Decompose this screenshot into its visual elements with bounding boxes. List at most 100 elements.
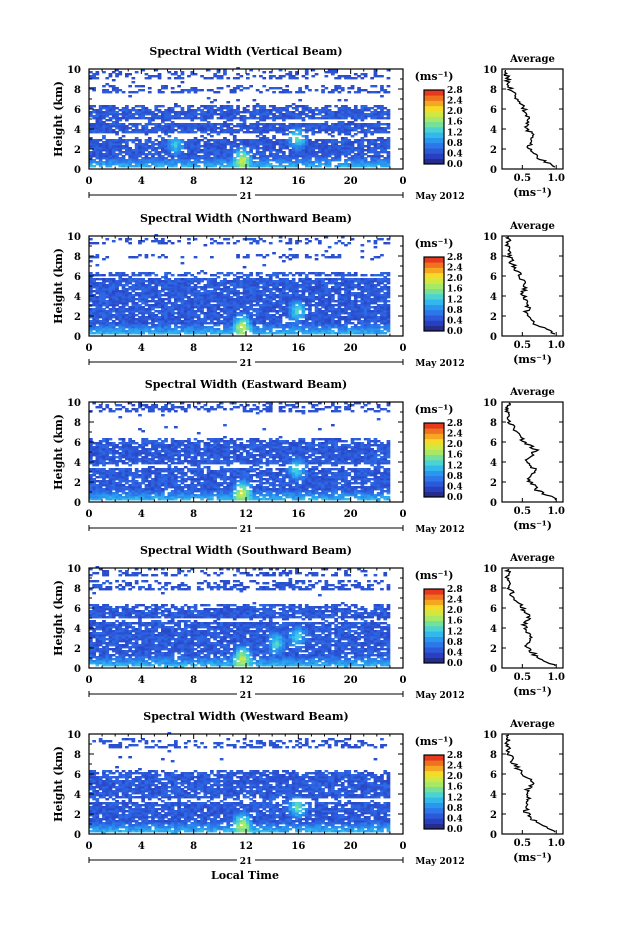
avg-y-tick-label: 2: [490, 478, 497, 489]
y-tick-label: 6: [74, 604, 81, 615]
colorbar-tick-label: 2.8: [447, 585, 463, 595]
colorbar-segment: [424, 610, 444, 616]
y-tick-label: 8: [74, 252, 81, 263]
panel-title: Spectral Width (Vertical Beam): [149, 45, 342, 58]
x-tick-label: 0: [400, 343, 407, 354]
colorbar-segment: [424, 320, 444, 327]
day-label: 21: [240, 192, 253, 202]
colorbar-frame: [423, 256, 445, 332]
colorbar-segment: [424, 105, 444, 112]
x-tick-label: 20: [344, 509, 358, 520]
colorbar-unit: (ms⁻¹): [415, 70, 454, 83]
x-tick-label: 4: [138, 675, 145, 686]
colorbar-segment: [424, 776, 444, 782]
y-tick-label: 0: [74, 332, 81, 343]
x-tick-label: 16: [291, 841, 305, 852]
colorbar-tick-label: 1.6: [447, 118, 463, 128]
x-tick-label: 16: [291, 176, 305, 187]
colorbar-tick-label: 2.4: [447, 264, 463, 274]
colorbar-segment: [424, 116, 444, 123]
avg-x-tick-label: 0.5: [514, 838, 531, 849]
avg-y-tick-label: 4: [490, 790, 497, 801]
y-tick-label: 10: [67, 730, 81, 741]
colorbar-segment: [424, 433, 444, 440]
x-tick-label: 4: [138, 176, 145, 187]
y-tick-label: 0: [74, 830, 81, 841]
heatmap-cells: [89, 234, 391, 335]
colorbar-segment: [424, 315, 444, 321]
colorbar-segment: [424, 792, 444, 798]
colorbar-segment: [424, 142, 444, 149]
month-label: May 2012: [415, 359, 464, 369]
colorbar-unit: (ms⁻¹): [415, 403, 454, 416]
colorbar-segment: [424, 132, 444, 138]
colorbar-unit: (ms⁻¹): [415, 735, 454, 748]
colorbar-tick-label: 0.4: [447, 149, 463, 159]
colorbar-segment: [424, 647, 444, 653]
avg-y-tick-label: 6: [490, 604, 497, 615]
colorbar-tick-label: 1.2: [447, 295, 463, 305]
avg-y-tick-label: 8: [490, 252, 497, 263]
colorbar-segment: [424, 594, 444, 600]
colorbar-tick-label: 2.0: [447, 440, 463, 450]
avg-y-tick-label: 10: [483, 564, 497, 575]
colorbar-segment: [424, 267, 444, 274]
x-tick-label: 8: [190, 176, 197, 187]
colorbar-segment: [424, 470, 444, 477]
avg-y-tick-label: 4: [490, 458, 497, 469]
colorbar-segment: [424, 148, 444, 154]
month-label: May 2012: [415, 857, 464, 867]
average-profile-line: [503, 568, 556, 667]
colorbar-segment: [424, 486, 444, 493]
avg-y-tick-label: 0: [490, 165, 497, 176]
colorbar-tick-label: 2.8: [447, 253, 463, 263]
y-tick-label: 2: [74, 478, 81, 489]
y-axis-label: Height (km): [52, 81, 65, 157]
colorbar-segment: [424, 262, 444, 268]
y-axis-label: Height (km): [52, 248, 65, 324]
colorbar-tick-label: 0.0: [447, 160, 463, 170]
colorbar-segment: [424, 444, 444, 450]
colorbar-tick-label: 2.4: [447, 762, 463, 772]
colorbar-segment: [424, 111, 444, 117]
panel-2: Spectral Width (Northward Beam)0246810He…: [52, 212, 565, 369]
colorbar-segment: [424, 278, 444, 284]
colorbar-segment: [424, 428, 444, 434]
colorbar-tick-label: 1.2: [447, 461, 463, 471]
colorbar-segment: [424, 299, 444, 305]
x-tick-label: 0: [86, 343, 93, 354]
colorbar-tick-label: 0.4: [447, 482, 463, 492]
colorbar-segment: [424, 283, 444, 290]
average-title: Average: [509, 221, 555, 232]
y-tick-label: 10: [67, 564, 81, 575]
y-axis-label: Height (km): [52, 746, 65, 822]
avg-x-tick-label: 1.0: [548, 838, 565, 849]
avg-y-tick-label: 4: [490, 292, 497, 303]
heatmap-cells: [89, 732, 391, 835]
avg-y-tick-label: 8: [490, 85, 497, 96]
y-tick-label: 4: [74, 125, 81, 136]
colorbar-segment: [424, 325, 444, 332]
y-tick-label: 10: [67, 232, 81, 243]
x-tick-label: 0: [86, 675, 93, 686]
colorbar-segment: [424, 636, 444, 643]
colorbar-tick-label: 2.4: [447, 97, 463, 107]
average-title: Average: [509, 387, 555, 398]
avg-x-tick-label: 0.5: [514, 340, 531, 351]
average-unit: (ms⁻¹): [513, 685, 552, 698]
colorbar-tick-label: 0.8: [447, 306, 463, 316]
colorbar-segment: [424, 95, 444, 101]
x-tick-label: 0: [400, 176, 407, 187]
panel-1: Spectral Width (Vertical Beam)0246810Hei…: [52, 45, 565, 202]
colorbar-tick-label: 1.6: [447, 451, 463, 461]
colorbar-segment: [424, 153, 444, 160]
avg-x-tick-label: 1.0: [548, 672, 565, 683]
x-tick-label: 0: [86, 509, 93, 520]
heatmap-cells: [89, 566, 391, 669]
colorbar-segment: [424, 100, 444, 107]
colorbar-tick-label: 0.4: [447, 316, 463, 326]
day-label: 21: [240, 359, 253, 369]
panel-4: Spectral Width (Southward Beam)0246810He…: [52, 544, 565, 701]
y-axis-label: Height (km): [52, 414, 65, 490]
month-label: May 2012: [415, 525, 464, 535]
